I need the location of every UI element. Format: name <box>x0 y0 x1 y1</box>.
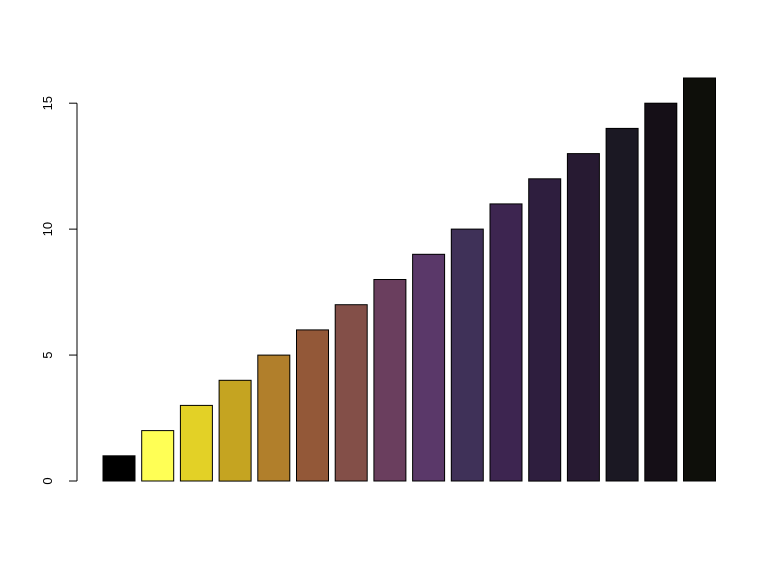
y-axis: 0 5 10 15 <box>40 96 78 485</box>
bar-10 <box>450 228 484 482</box>
bar-13 <box>566 153 600 482</box>
bars-group <box>102 77 716 482</box>
bar-15 <box>644 102 678 482</box>
y-tick-label-5: 5 <box>40 351 55 358</box>
bar-7 <box>334 304 368 482</box>
bar-3 <box>179 404 213 482</box>
bar-11 <box>489 203 523 482</box>
y-tick-label-15: 15 <box>40 96 55 110</box>
bar-1 <box>102 455 136 482</box>
y-ticks-group: 0 5 10 15 <box>40 96 77 485</box>
y-tick-label-0: 0 <box>40 477 55 484</box>
bar-4 <box>218 379 252 482</box>
bar-8 <box>373 279 407 482</box>
bar-16 <box>683 77 716 482</box>
bar-6 <box>296 329 329 482</box>
bar-14 <box>605 127 639 482</box>
y-tick-label-10: 10 <box>40 222 55 236</box>
bar-12 <box>528 178 562 482</box>
bar-9 <box>412 253 446 482</box>
bar-2 <box>141 430 175 482</box>
bar-5 <box>257 354 291 482</box>
